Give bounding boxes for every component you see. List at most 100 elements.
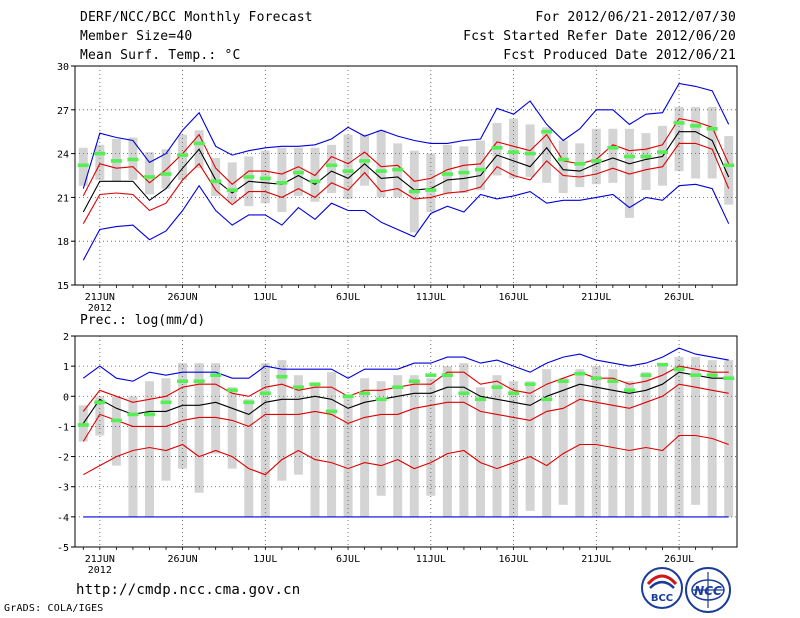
prec-ytick-label: 2 [63, 332, 69, 343]
temp-obs-mark [160, 172, 172, 176]
temp-ytick-label: 15 [57, 281, 69, 292]
temp-obs-mark [127, 157, 139, 162]
temp-spread-bar [591, 128, 601, 185]
temp-ytick-label: 30 [57, 62, 69, 73]
prec-spread-bar [658, 366, 668, 517]
prec-obs-mark [177, 379, 189, 384]
temp-obs-mark [491, 145, 503, 150]
prec-obs-mark [193, 379, 205, 384]
temp-obs-mark [359, 159, 371, 163]
prec-spread-bar [724, 360, 734, 517]
temp-obs-mark [276, 181, 288, 185]
temp-line-p10 [82, 142, 730, 224]
temp-obs-mark [77, 163, 89, 168]
prec-xtick-label: 11JUL [416, 554, 446, 565]
temp-obs-mark [110, 159, 122, 163]
prec-obs-mark [474, 397, 486, 402]
prec-line-p10 [83, 434, 729, 476]
temp-spread-bar [542, 127, 552, 183]
prec-obs-mark [607, 379, 619, 384]
prec-spread-bar [525, 381, 535, 511]
temp-line-max [82, 183, 730, 261]
temp-xtick-label: 21JUN [85, 292, 115, 303]
temp-obs-mark [425, 188, 437, 192]
forecast-period-label: For 2012/06/21-2012/07/30 [535, 10, 736, 25]
chart-title: DERF/NCC/BCC Monthly Forecast [80, 10, 313, 25]
prec-spread-bar [691, 357, 701, 505]
temp-obs-mark [392, 167, 404, 172]
prec-xtick-label: 26JUL [664, 554, 694, 565]
prec-obs-mark [673, 367, 685, 371]
prec-line-mean [82, 371, 729, 424]
temp-spread-bar [509, 118, 519, 179]
temp-obs-mark [541, 129, 553, 134]
prec-ytick-label: -2 [57, 453, 69, 464]
prec-obs-mark [359, 391, 371, 396]
prec-spread-bar [509, 381, 519, 517]
temp-obs-mark [723, 163, 735, 168]
temp-obs-mark [259, 176, 271, 181]
prec-obs-mark [541, 397, 553, 402]
produced-date-label: Fcst Produced Date 2012/06/21 [503, 48, 736, 63]
temp-obs-mark [607, 145, 619, 150]
prec-obs-mark [690, 373, 702, 377]
temp-obs-mark [210, 179, 222, 184]
temp-spread-bar [376, 130, 386, 198]
source-url[interactable]: http://cmdp.ncc.cma.gov.cn [76, 582, 301, 598]
temp-obs-mark [706, 126, 718, 131]
temp-obs-mark [309, 179, 321, 184]
prec-spread-bar [624, 381, 634, 517]
ncc-logo-icon: NCC [685, 567, 731, 613]
prec-xtick-label: 6JUL [336, 554, 360, 565]
temp-obs-mark [375, 169, 387, 173]
temp-obs-mark [243, 175, 255, 179]
prec-spread-bar [393, 375, 403, 517]
temp-spread-bar [144, 152, 154, 195]
temp-obs-mark [623, 154, 635, 159]
prec-spread-bar [409, 375, 419, 517]
prec-line-p90 [82, 365, 729, 412]
temp-xtick-label: 26JUN [168, 292, 198, 303]
temp-obs-mark [94, 151, 106, 156]
prec-obs-mark [458, 391, 470, 396]
prec-year-label: 2012 [88, 565, 112, 576]
temp-xtick-label: 16JUL [499, 292, 529, 303]
prec-obs-mark [259, 391, 271, 396]
temp-spread-bar [558, 140, 568, 194]
temp-obs-mark [673, 121, 685, 125]
temp-spread-bar [277, 147, 287, 212]
prec-spread-bar [95, 396, 105, 436]
temp-xtick-label: 21JUL [581, 292, 611, 303]
prec-obs-mark [375, 397, 387, 402]
temp-line-mean [82, 131, 730, 213]
prec-spread-bar [211, 363, 221, 454]
temp-spread-bar [608, 128, 618, 183]
prec-spread-bar [293, 375, 303, 475]
prec-obs-mark [408, 379, 420, 384]
prec-xtick-label: 26JUN [168, 554, 198, 565]
temp-obs-mark [508, 150, 520, 154]
temp-obs-mark [657, 150, 669, 154]
temp-obs-mark [690, 124, 702, 128]
prec-ytick-label: -3 [57, 483, 69, 494]
temp-year-label: 2012 [88, 303, 112, 314]
prec-obs-mark [508, 391, 520, 396]
temp-line-p90 [82, 117, 730, 197]
prec-spread-bar [475, 387, 485, 517]
prec-obs-mark [590, 376, 602, 380]
bcc-logo-text: BCC [651, 593, 673, 604]
prec-spread-bar [161, 378, 171, 481]
temp-spread-bar [707, 106, 717, 179]
temp-xtick-label: 6JUL [336, 292, 360, 303]
prec-spread-bar [277, 360, 287, 481]
prec-spread-bar [111, 396, 121, 466]
temp-ytick-label: 27 [57, 106, 69, 117]
prec-obs-mark [574, 371, 586, 376]
prec-spread-bar [542, 369, 552, 517]
prec-spread-bar [260, 363, 270, 517]
prec-spread-bar [310, 384, 320, 517]
temp-obs-mark [408, 189, 420, 194]
prec-spread-bar [608, 369, 618, 517]
temp-obs-mark [524, 151, 536, 156]
